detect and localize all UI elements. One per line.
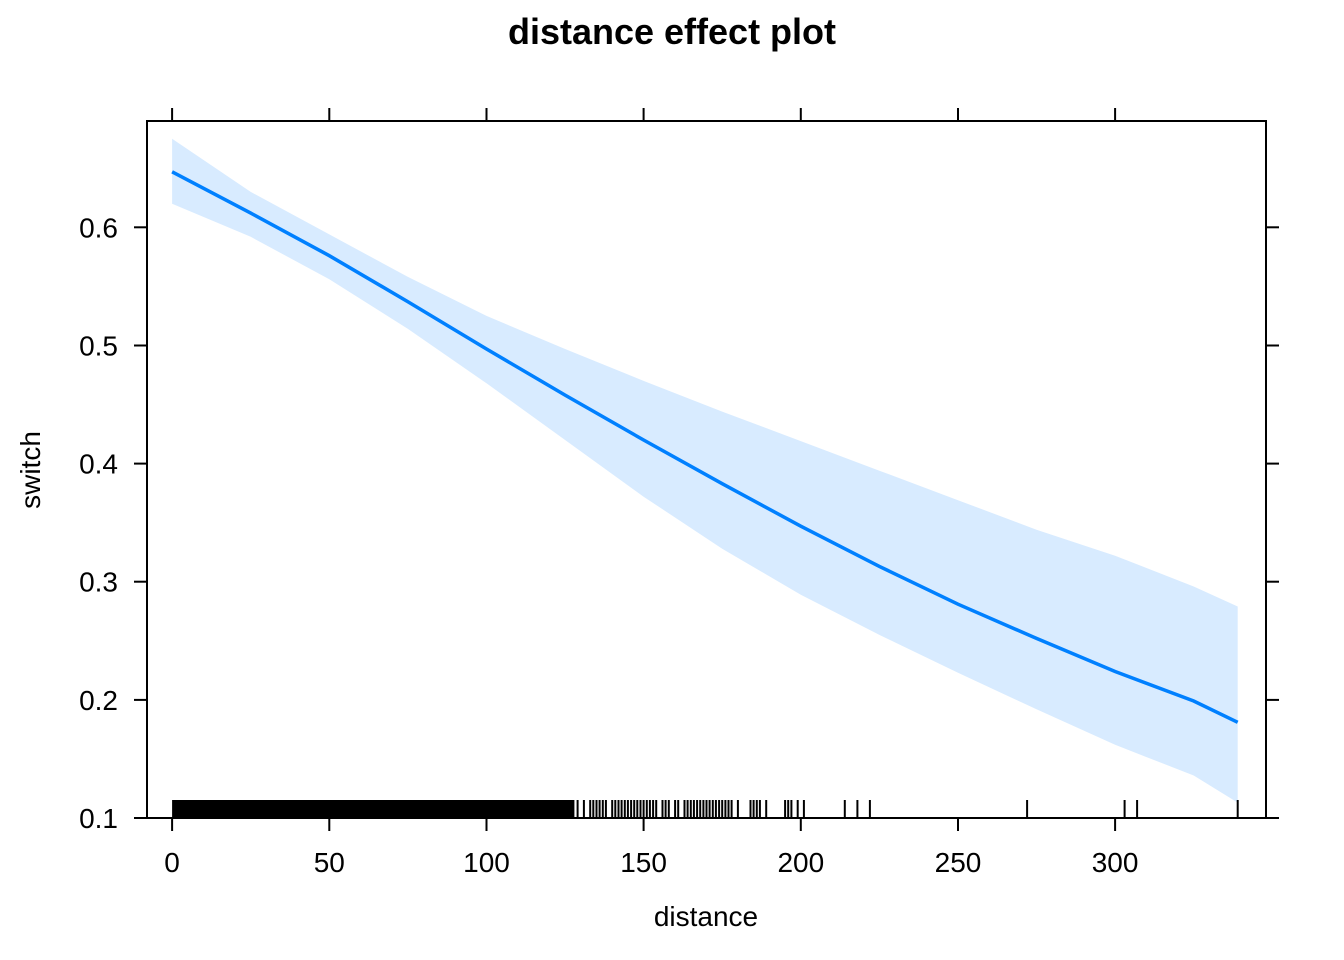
x-tick-label: 250: [935, 847, 982, 878]
x-axis-label: distance: [654, 901, 758, 932]
y-tick-label: 0.1: [79, 803, 118, 834]
y-tick-label: 0.3: [79, 567, 118, 598]
fit-line: [171, 170, 1239, 724]
chart-title: distance effect plot: [508, 11, 836, 52]
confidence-band-layer: [172, 138, 1238, 803]
x-tick-label: 150: [620, 847, 667, 878]
x-tick-label: 300: [1092, 847, 1139, 878]
y-tick-label: 0.6: [79, 212, 118, 243]
fit-line-layer: [171, 170, 1239, 724]
y-tick-label: 0.4: [79, 449, 118, 480]
y-tick-label: 0.5: [79, 331, 118, 362]
plot-frame: [146, 120, 1267, 819]
confidence-band: [172, 138, 1238, 803]
x-tick-label: 100: [463, 847, 510, 878]
rug-layer: [172, 800, 1239, 818]
x-tick-label: 0: [164, 847, 180, 878]
rug-dense-block: [172, 800, 575, 818]
x-tick-label: 200: [777, 847, 824, 878]
x-tick-label: 50: [314, 847, 345, 878]
y-axis-label: switch: [15, 431, 46, 509]
x-axis: 0 50 100 150 200 250 300: [164, 108, 1138, 878]
y-tick-label: 0.2: [79, 685, 118, 716]
y-axis: 0.1 0.2 0.3 0.4 0.5 0.6: [79, 212, 1279, 834]
